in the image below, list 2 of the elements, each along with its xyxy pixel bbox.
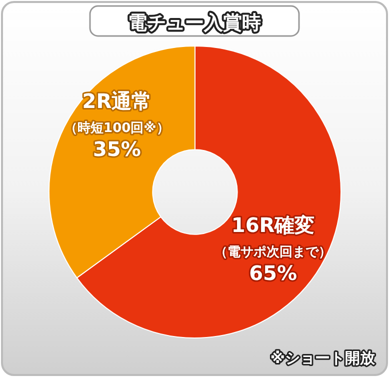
chart-title: 電チュー入賞時: [128, 12, 261, 34]
text: ※ショート開放: [270, 349, 376, 367]
